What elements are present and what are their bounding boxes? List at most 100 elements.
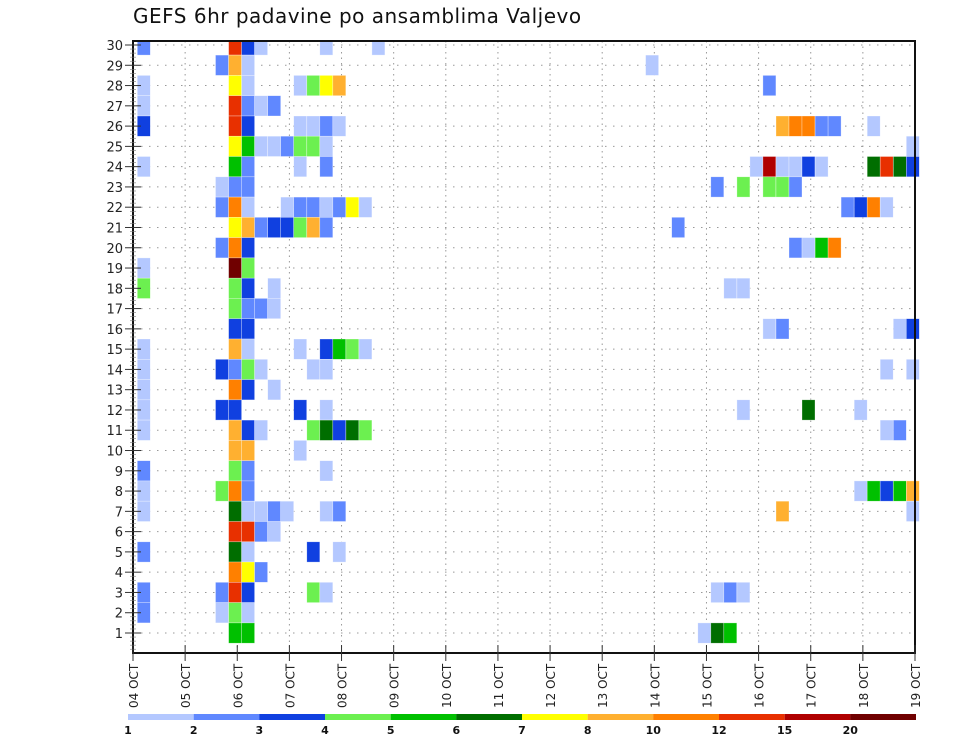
y-tick-label: 28 [106,80,123,95]
heatmap-cell [736,176,751,198]
y-tick-label: 6 [115,526,123,541]
y-tick-label: 11 [106,424,123,439]
legend-label: 8 [584,724,592,737]
heatmap-cell [228,541,242,563]
legend-swatch [850,714,916,720]
heatmap-cell [280,217,295,238]
y-tick-label: 13 [106,384,123,399]
color-legend: 1 2 3 4 5 6 7 8 10 12 15 20 [124,714,916,737]
heatmap-cell [254,358,268,380]
y-axis: 1234567891011121314151617181920212223242… [106,39,141,650]
legend-label: 3 [255,724,263,737]
heatmap-cell [775,318,790,340]
x-tick-label: 17 OCT [805,663,819,708]
heatmap-cell [241,298,255,319]
heatmap-cell [801,399,816,421]
heatmap-cell [228,581,242,603]
heatmap-cell [228,460,242,482]
heatmap-cell [228,40,242,56]
heatmap-cell [762,176,777,198]
heatmap-cell [319,217,334,238]
chart-title: GEFS 6hr padavine po ansamblima Valjevo [133,4,582,28]
heatmap-cell [892,480,907,502]
x-axis: 04 OCT 05 OCT 06 OCT 07 OCT 08 OCT 09 OCT 10 O… [127,645,923,708]
heatmap-cell [215,399,229,421]
heatmap-cell [293,156,308,178]
heatmap-cell [306,196,321,218]
heatmap-cell [905,156,920,178]
legend-swatch [390,714,457,720]
heatmap-cell [267,379,282,401]
heatmap-cell [241,622,255,644]
heatmap-cell [228,217,242,238]
heatmap-cell [241,521,255,543]
heatmap-cell [293,338,308,360]
heatmap-cell [228,196,242,218]
heatmap-cell [879,196,894,218]
x-tick-label: 13 OCT [596,663,610,708]
heatmap-cells [137,40,920,644]
heatmap-cell [241,480,255,502]
heatmap-cell [319,196,334,218]
legend-swatch [653,714,719,720]
heatmap-cell [293,399,308,421]
heatmap-cell [332,541,347,563]
x-tick-label: 07 OCT [283,663,297,708]
y-tick-label: 19 [106,262,123,277]
legend-swatch [522,714,588,720]
heatmap-cell [319,581,334,603]
heatmap-cell [254,298,268,319]
heatmap-cell [228,95,242,117]
heatmap-cell [853,196,868,218]
y-tick-label: 3 [115,586,123,601]
heatmap-cell [723,622,738,644]
heatmap-cell [358,338,373,360]
heatmap-cell [280,196,295,218]
x-tick-label: 18 OCT [857,663,871,708]
legend-label: 7 [518,724,526,737]
heatmap-cell [241,196,255,218]
heatmap-cell [254,521,268,543]
heatmap-cell [332,115,347,137]
heatmap-cell [215,581,229,603]
heatmap-cell [710,581,725,603]
x-tick-label: 16 OCT [753,663,767,708]
heatmap-cell [319,358,334,380]
heatmap-cell [306,581,321,603]
heatmap-cell [306,115,321,137]
heatmap-cell [228,298,242,319]
heatmap-cell [723,277,738,299]
heatmap-cell [228,561,242,583]
legend-label: 2 [190,724,198,737]
heatmap-cell [306,135,321,157]
heatmap-cell [866,156,881,178]
heatmap-cell [306,541,321,563]
x-tick-label: 09 OCT [388,663,402,708]
legend-label: 20 [843,724,859,737]
x-tick-label: 19 OCT [909,663,923,708]
heatmap-cell [879,358,894,380]
y-tick-label: 25 [106,140,123,155]
heatmap-cell [241,561,255,583]
x-tick-label: 08 OCT [336,663,350,708]
heatmap-cell [228,257,242,279]
y-tick-label: 5 [115,546,123,561]
heatmap-cell [319,460,334,482]
heatmap-cell [254,95,268,117]
heatmap-cell [241,379,255,401]
heatmap-cell [254,135,268,157]
legend-swatch [128,714,194,720]
heatmap-cell [293,75,308,97]
heatmap-cell [241,318,255,340]
y-tick-label: 29 [106,59,123,74]
heatmap-cell [241,440,255,461]
heatmap-cell [306,217,321,238]
y-tick-label: 7 [115,505,123,520]
heatmap-cell [228,440,242,461]
heatmap-cell [775,176,790,198]
y-tick-label: 12 [106,404,123,419]
heatmap-cell [228,54,242,76]
heatmap-cell [215,480,229,502]
heatmap-cell [241,581,255,603]
heatmap-cell [267,500,282,522]
